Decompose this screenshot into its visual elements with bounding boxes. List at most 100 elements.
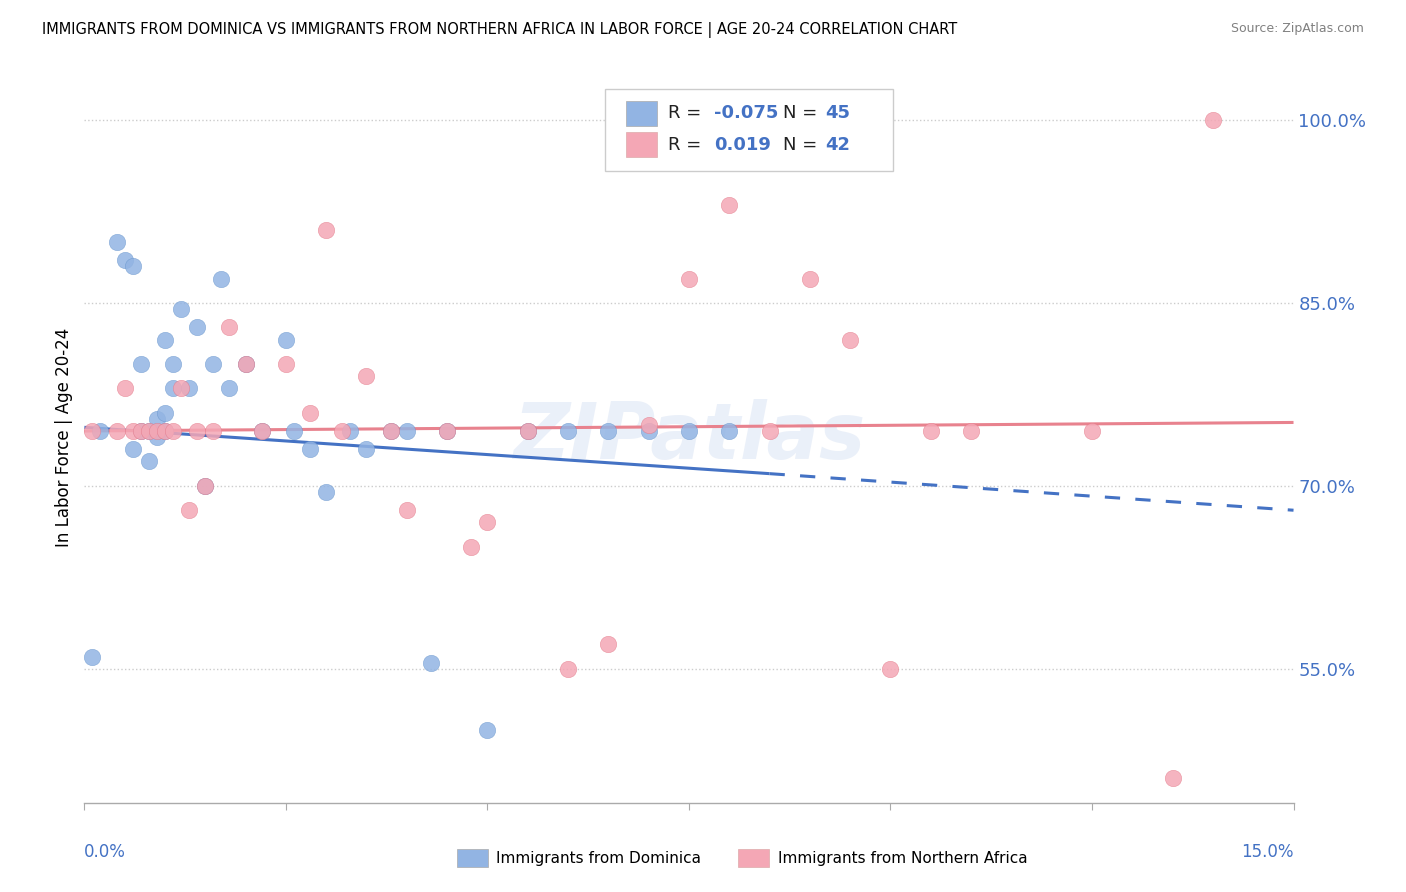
Point (315, 223, 337, 237)
Point (235, 357, 257, 371)
Point (637, 424, 659, 438)
Text: 0.0%: 0.0% (84, 843, 127, 861)
Point (146, 430, 169, 444)
Point (598, 424, 620, 438)
Text: Source: ZipAtlas.com: Source: ZipAtlas.com (1230, 22, 1364, 36)
Point (718, 424, 741, 438)
Point (105, 424, 128, 438)
Point (218, 381, 240, 395)
Point (678, 424, 700, 438)
Text: 42: 42 (825, 136, 851, 153)
Text: N =: N = (783, 104, 823, 122)
Text: IMMIGRANTS FROM DOMINICA VS IMMIGRANTS FROM NORTHERN AFRICA IN LABOR FORCE | AGE: IMMIGRANTS FROM DOMINICA VS IMMIGRANTS F… (42, 22, 957, 38)
Point (146, 412, 169, 426)
Point (315, 485, 337, 500)
Point (153, 333, 176, 347)
Point (179, 503, 201, 517)
Text: R =: R = (668, 104, 707, 122)
Point (202, 357, 225, 371)
Point (598, 637, 620, 651)
Point (121, 424, 143, 438)
Point (380, 424, 402, 438)
Point (477, 516, 499, 530)
Point (162, 424, 184, 438)
Point (960, 424, 983, 438)
Point (758, 113, 780, 128)
Point (395, 503, 418, 517)
Point (299, 442, 322, 457)
Point (105, 235, 128, 249)
Point (250, 424, 273, 438)
Point (274, 357, 297, 371)
Point (283, 424, 305, 438)
Point (637, 417, 659, 432)
Point (89, 424, 111, 438)
Text: Immigrants from Dominica: Immigrants from Dominica (496, 851, 702, 865)
Point (162, 357, 184, 371)
Point (477, 723, 499, 737)
Point (114, 381, 136, 395)
Point (516, 424, 538, 438)
Point (179, 381, 201, 395)
Point (194, 479, 217, 493)
Point (299, 406, 322, 420)
Point (516, 424, 538, 438)
Point (330, 424, 353, 438)
Point (557, 662, 579, 676)
Point (557, 424, 579, 438)
Point (356, 442, 378, 457)
Point (138, 424, 160, 438)
Point (170, 301, 193, 317)
Text: 15.0%: 15.0% (1241, 843, 1294, 861)
Text: R =: R = (668, 136, 713, 153)
Point (82, 649, 104, 664)
Point (209, 271, 232, 285)
Point (274, 333, 297, 347)
Point (395, 424, 418, 438)
Point (186, 424, 208, 438)
Point (146, 424, 169, 438)
Point (839, 333, 862, 347)
Point (250, 424, 273, 438)
Point (153, 406, 176, 420)
Point (1081, 424, 1104, 438)
Point (114, 253, 136, 268)
Point (153, 424, 176, 438)
Point (129, 357, 152, 371)
Point (138, 424, 160, 438)
Text: N =: N = (783, 136, 823, 153)
Point (153, 424, 176, 438)
Point (129, 424, 152, 438)
Point (129, 424, 152, 438)
Point (202, 424, 225, 438)
Point (138, 454, 160, 468)
Point (380, 424, 402, 438)
Point (186, 320, 208, 334)
Point (420, 656, 443, 670)
Text: ZIPatlas: ZIPatlas (513, 399, 865, 475)
Point (1202, 113, 1225, 128)
Text: 45: 45 (825, 104, 851, 122)
Point (718, 198, 741, 212)
Point (121, 442, 143, 457)
Text: 0.019: 0.019 (714, 136, 770, 153)
Point (170, 381, 193, 395)
Point (758, 424, 780, 438)
Point (356, 369, 378, 384)
Point (460, 540, 482, 554)
Point (194, 479, 217, 493)
Point (82, 424, 104, 438)
Point (146, 424, 169, 438)
Point (1161, 772, 1184, 786)
Point (920, 424, 942, 438)
Point (162, 381, 184, 395)
Point (339, 424, 361, 438)
Point (436, 424, 458, 438)
Point (678, 271, 700, 285)
Text: Immigrants from Northern Africa: Immigrants from Northern Africa (778, 851, 1028, 865)
Y-axis label: In Labor Force | Age 20-24: In Labor Force | Age 20-24 (55, 327, 73, 547)
Point (436, 424, 458, 438)
Point (799, 271, 821, 285)
Point (218, 320, 240, 334)
Point (235, 357, 257, 371)
